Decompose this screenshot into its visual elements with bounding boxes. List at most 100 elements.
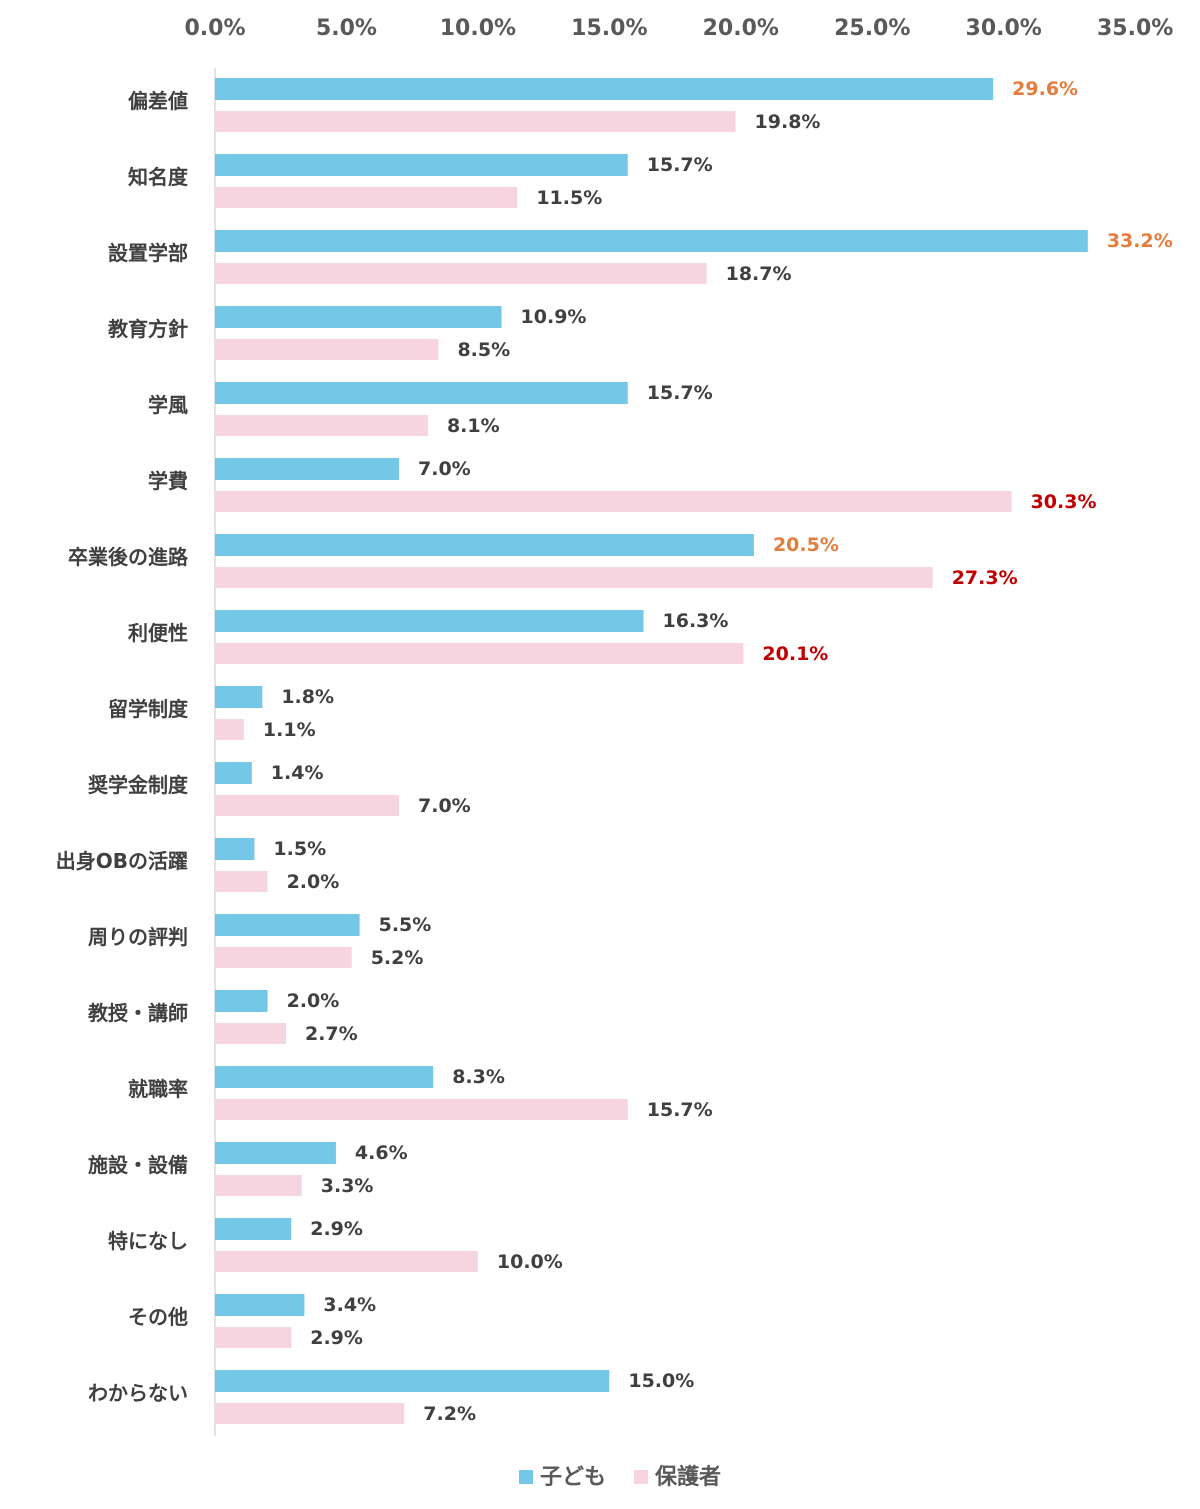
bar-parents (215, 643, 744, 664)
data-label: 10.0% (497, 1251, 563, 1273)
category-label: その他 (128, 1305, 188, 1329)
category-label: 卒業後の進路 (68, 545, 189, 569)
category-label: 施設・設備 (88, 1153, 188, 1177)
bar-children (215, 990, 268, 1012)
data-label: 2.9% (310, 1327, 363, 1349)
bar-children (215, 1218, 292, 1240)
data-label: 2.0% (287, 871, 340, 893)
category-label: 周りの評判 (88, 925, 188, 949)
data-label: 16.3% (663, 610, 729, 632)
legend-label-parents: 保護者 (654, 1464, 721, 1490)
bar-children (215, 1066, 434, 1088)
category-labels: 偏差値知名度設置学部教育方針学風学費卒業後の進路利便性留学制度奨学金制度出身OB… (56, 89, 189, 1405)
bar-parents (215, 1175, 302, 1196)
x-tick-label: 5.0% (316, 16, 377, 41)
bar-parents (215, 415, 428, 436)
bar-parents (215, 111, 736, 132)
bar-children (215, 1142, 336, 1164)
category-label: 特になし (108, 1229, 188, 1253)
bar-parents (215, 719, 244, 740)
bar-parents (215, 947, 352, 968)
category-label: 就職率 (128, 1077, 188, 1101)
data-label: 5.5% (379, 914, 432, 936)
category-label: 知名度 (128, 165, 189, 189)
data-label: 2.7% (305, 1023, 358, 1045)
data-label: 2.9% (310, 1218, 363, 1240)
data-label: 1.4% (271, 762, 324, 784)
bar-parents (215, 1023, 286, 1044)
category-label: わからない (88, 1381, 188, 1405)
bar-parents (215, 1251, 478, 1272)
legend-label-children: 子ども (540, 1465, 606, 1490)
data-label: 30.3% (1031, 491, 1097, 513)
data-label: 15.7% (647, 382, 713, 404)
data-label: 29.6% (1012, 78, 1078, 100)
legend-swatch-parents (634, 1470, 648, 1484)
x-tick-label: 20.0% (703, 16, 779, 41)
bar-children (215, 382, 628, 404)
bar-parents (215, 491, 1012, 512)
legend: 子ども 保護者 (519, 1464, 721, 1490)
category-label: 設置学部 (108, 241, 188, 265)
bar-parents (215, 567, 933, 588)
category-label: 教育方針 (108, 317, 188, 341)
x-axis-ticks: 0.0% 5.0% 10.0% 15.0% 20.0% 25.0% 30.0% 35.0% (184, 16, 1173, 41)
data-label: 27.3% (952, 567, 1018, 589)
data-label: 20.1% (762, 643, 828, 665)
bar-parents (215, 1327, 292, 1348)
bar-children (215, 1370, 610, 1392)
x-tick-label: 10.0% (440, 16, 516, 41)
bar-children (215, 154, 628, 176)
data-label: 1.5% (273, 838, 326, 860)
data-label: 8.3% (452, 1066, 505, 1088)
bars: 29.6% 19.8% 15.7% 11.5% 33.2% 18.7% 10.9% 8.5% 1… (215, 78, 1173, 1425)
legend-swatch-children (519, 1470, 533, 1484)
data-label: 4.6% (355, 1142, 408, 1164)
data-label: 8.5% (457, 339, 510, 361)
category-label: 教授・講師 (88, 1001, 188, 1025)
bar-children (215, 914, 360, 936)
bar-parents (215, 795, 400, 816)
category-label: 偏差値 (128, 89, 188, 113)
bar-children (215, 78, 994, 100)
data-label: 1.1% (263, 719, 316, 741)
x-tick-label: 0.0% (184, 16, 245, 41)
bar-parents (215, 871, 268, 892)
data-label: 15.0% (628, 1370, 694, 1392)
category-label: 利便性 (128, 621, 188, 645)
category-label: 奨学金制度 (87, 773, 189, 797)
bar-children (215, 230, 1088, 252)
category-label: 学費 (148, 469, 188, 493)
data-label: 2.0% (287, 990, 340, 1012)
bar-parents (215, 1099, 628, 1120)
data-label: 33.2% (1107, 230, 1173, 252)
data-label: 18.7% (726, 263, 792, 285)
bar-children (215, 534, 754, 556)
data-label: 11.5% (536, 187, 602, 209)
data-label: 1.8% (281, 686, 334, 708)
data-label: 7.0% (418, 795, 471, 817)
bar-children (215, 306, 502, 328)
data-label: 3.4% (323, 1294, 376, 1316)
x-tick-label: 25.0% (834, 16, 910, 41)
data-label: 20.5% (773, 534, 839, 556)
data-label: 15.7% (647, 154, 713, 176)
category-label: 出身OBの活躍 (56, 849, 188, 873)
data-label: 7.0% (418, 458, 471, 480)
data-label: 10.9% (521, 306, 587, 328)
data-label: 3.3% (321, 1175, 374, 1197)
category-label: 留学制度 (108, 697, 189, 721)
bar-parents (215, 187, 518, 208)
x-tick-label: 15.0% (571, 16, 647, 41)
data-label: 15.7% (647, 1099, 713, 1121)
bar-children (215, 686, 263, 708)
bar-children (215, 458, 400, 480)
bar-children (215, 610, 644, 632)
x-tick-label: 30.0% (966, 16, 1042, 41)
bar-children (215, 1294, 305, 1316)
x-tick-label: 35.0% (1097, 16, 1173, 41)
bar-parents (215, 1403, 405, 1424)
bar-parents (215, 263, 707, 284)
bar-parents (215, 339, 439, 360)
